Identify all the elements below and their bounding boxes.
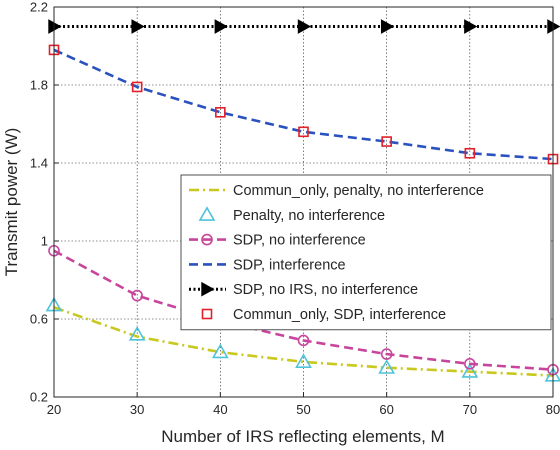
- y-tick-label: 0.2: [30, 390, 48, 405]
- legend-marker: [198, 206, 216, 221]
- legend-label: Commun_only, penalty, no interference: [233, 183, 484, 199]
- legend-label: Commun_only, SDP, interference: [233, 307, 446, 323]
- series-line: [53, 306, 554, 377]
- x-tick-label: 40: [213, 402, 227, 417]
- x-tick-label: 80: [546, 402, 560, 417]
- data-point: [464, 19, 478, 34]
- data-point: [131, 19, 145, 34]
- data-point: [381, 136, 392, 147]
- x-tick-label: 20: [47, 402, 61, 417]
- data-point: [297, 19, 312, 34]
- legend-entry: SDP, interference: [189, 257, 346, 273]
- ticks: 20 30 40 50 60 70 80 0.2 0.6 1 1.4 1.8 2.2: [30, 0, 560, 417]
- data-point: [48, 19, 62, 34]
- x-tick-label: 60: [379, 402, 393, 417]
- data-point: [131, 289, 143, 302]
- legend-marker: [201, 281, 215, 297]
- series-line: [53, 48, 554, 161]
- legend-entry: Penalty, no interference: [198, 206, 385, 224]
- y-tick-label: 1.4: [30, 156, 48, 171]
- data-point: [131, 81, 143, 93]
- series-3: [53, 48, 554, 161]
- legend-entry: SDP, no interference: [189, 233, 366, 249]
- data-point: [215, 107, 226, 118]
- series-4: [48, 19, 560, 34]
- legend-label: SDP, interference: [233, 257, 346, 273]
- x-tick-label: 30: [130, 402, 144, 417]
- data-point: [214, 19, 228, 34]
- x-tick-label: 50: [296, 402, 310, 417]
- legend-marker: [201, 308, 213, 320]
- legend-marker: [201, 233, 213, 246]
- y-tick-label: 2.2: [30, 0, 48, 15]
- legend: Commun_only, penalty, no interference Pen…: [180, 174, 552, 331]
- legend-entry: Commun_only, penalty, no interference: [189, 183, 484, 199]
- data-point: [380, 348, 393, 360]
- data-point: [297, 334, 310, 347]
- legend-entry: SDP, no IRS, no interference: [189, 281, 418, 298]
- x-tick-label: 70: [463, 402, 477, 417]
- data-point: [295, 353, 312, 368]
- legend-box: [180, 174, 552, 331]
- y-tick-label: 1: [41, 234, 48, 249]
- y-tick-label: 1.8: [30, 78, 48, 93]
- data-point: [298, 126, 309, 138]
- series-0: [53, 306, 554, 377]
- legend-label: Penalty, no interference: [233, 208, 385, 224]
- legend-label: SDP, no interference: [233, 233, 366, 249]
- data-point: [128, 325, 146, 341]
- series-line: [53, 249, 554, 371]
- data-point: [211, 343, 229, 359]
- data-point: [464, 358, 476, 370]
- data-point: [547, 19, 560, 34]
- data-point: [464, 147, 476, 159]
- data-point: [380, 19, 395, 34]
- legend-entry: Commun_only, SDP, interference: [201, 307, 446, 323]
- data-point: [378, 359, 396, 374]
- x-axis-label: Number of IRS reflecting elements, M: [161, 427, 444, 446]
- y-tick-label: 0.6: [30, 312, 48, 327]
- legend-label: SDP, no IRS, no interference: [233, 282, 418, 298]
- y-axis-label: Transmit power (W): [2, 128, 21, 277]
- data-point: [461, 363, 479, 378]
